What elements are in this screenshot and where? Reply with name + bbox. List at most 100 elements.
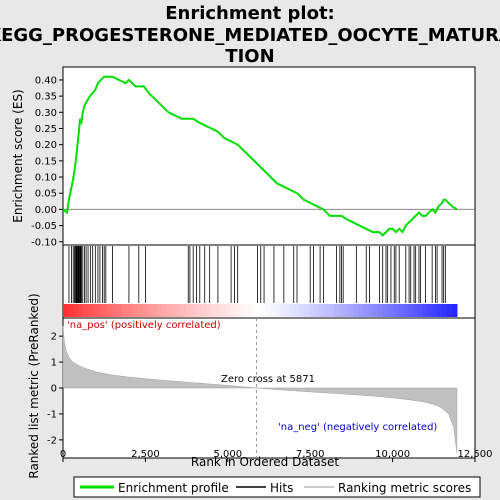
chart-title-line3: TION	[225, 46, 274, 67]
heat-bar-segment	[102, 304, 108, 317]
heat-bar-segment	[323, 304, 330, 317]
es-y-tick-label: 0.35	[35, 92, 57, 103]
heat-bar-segment	[368, 304, 374, 317]
heat-bar-segment	[427, 304, 433, 317]
heat-bar-segment	[205, 304, 212, 317]
ranking-panel: -2 -1 0 1 2 'na_pos' (positively correlated)…	[27, 293, 493, 478]
heat-bar-segment	[363, 304, 369, 317]
heat-bar-segment	[107, 304, 113, 317]
heat-bar-segment	[259, 304, 266, 317]
heat-bar-segment	[191, 304, 197, 317]
heat-bar-segment	[451, 304, 458, 317]
heat-bar-segment	[195, 304, 202, 317]
es-y-tick-label: 0.00	[35, 205, 57, 216]
heat-bar-segment	[328, 304, 335, 317]
legend-enrichment-label: Enrichment profile	[118, 481, 229, 495]
x-tick-label: 7,500	[296, 449, 325, 460]
heat-bar-segment	[387, 304, 394, 317]
hits-panel	[62, 244, 476, 319]
heat-bar-segment	[77, 304, 84, 317]
heat-bar-segment	[146, 304, 153, 317]
heat-bar-segment	[210, 304, 217, 317]
legend-hits-label: Hits	[270, 481, 293, 495]
es-y-axis-label: Enrichment score (ES)	[11, 89, 25, 222]
es-y-tick-label: 0.40	[35, 75, 57, 86]
heat-bar-segment	[437, 304, 443, 317]
chart-title-line1: Enrichment plot:	[165, 3, 335, 24]
heat-bar-segment	[392, 304, 399, 317]
heat-bar-segment	[264, 304, 271, 317]
heat-bar-segment	[240, 304, 246, 317]
heat-bar-segment	[373, 304, 379, 317]
es-panel: -0.10 -0.05 0.00 0.05 0.10 0.15 0.20 0.25 0.30 0.…	[11, 66, 476, 248]
heat-bar-segment	[402, 304, 409, 317]
ranking-y-ticks: -2 -1 0 1 2	[47, 332, 63, 446]
heat-bar-segment	[200, 304, 207, 317]
heat-bar-segment	[319, 304, 325, 317]
ranking-y-tick-label: 0	[51, 384, 57, 395]
heat-bar-segment	[432, 304, 438, 317]
es-y-ticks: -0.10 -0.05 0.00 0.05 0.10 0.15 0.20 0.25 0.30 0.…	[31, 75, 63, 248]
heat-bar-segment	[161, 304, 167, 317]
legend-ranking-label: Ranking metric scores	[338, 481, 471, 495]
es-y-tick-label: 0.05	[35, 189, 57, 200]
heat-bar-segment	[250, 304, 256, 317]
es-y-tick-label: 0.15	[35, 156, 57, 167]
heat-bar-segment	[82, 304, 89, 317]
heat-bar-segment	[122, 304, 128, 317]
heat-bar-segment	[171, 304, 177, 317]
ranking-y-axis-label: Ranked list metric (PreRanked)	[27, 293, 41, 478]
es-y-tick-label: -0.10	[31, 237, 57, 248]
es-y-tick-label: -0.05	[31, 221, 57, 232]
x-tick-label: 2,500	[131, 449, 160, 460]
chart-title-line2: KEGG_PROGESTERONE_MEDIATED_OOCYTE_MATURA	[0, 25, 500, 46]
heat-bar-segment	[112, 304, 118, 317]
legend-frame	[73, 476, 481, 498]
heat-bar-segment	[151, 304, 158, 317]
rank-heat-bar	[63, 304, 458, 317]
x-tick-label: 5,000	[213, 449, 242, 460]
heat-bar-segment	[353, 304, 360, 317]
heat-bar-segment	[343, 304, 350, 317]
heat-bar-segment	[447, 304, 453, 317]
heat-bar-segment	[422, 304, 428, 317]
heat-bar-segment	[274, 304, 281, 317]
heat-bar-segment	[269, 304, 276, 317]
heat-bar-segment	[348, 304, 355, 317]
heat-bar-segment	[67, 304, 74, 317]
heat-bar-segment	[117, 304, 123, 317]
x-tick-label: 0	[60, 449, 66, 460]
heat-bar-segment	[338, 304, 345, 317]
heat-bar-segment	[279, 304, 286, 317]
heat-bar-segment	[294, 304, 300, 317]
heat-bar-segment	[87, 304, 94, 317]
heat-bar-segment	[309, 304, 315, 317]
ranking-y-tick-label: 2	[51, 332, 57, 343]
heat-bar-segment	[442, 304, 448, 317]
ranking-y-tick-label: -1	[47, 409, 57, 420]
heat-bar-segment	[225, 304, 231, 317]
es-y-tick-label: 0.25	[35, 124, 57, 135]
heat-bar-segment	[156, 304, 163, 317]
heat-bar-segment	[131, 304, 138, 317]
heat-bar-segment	[166, 304, 172, 317]
heat-bar-segment	[215, 304, 222, 317]
heat-bar-segment	[289, 304, 295, 317]
heat-bar-segment	[97, 304, 103, 317]
ranking-y-tick-label: 1	[51, 358, 57, 369]
heat-bar-segment	[230, 304, 236, 317]
enrichment-profile-line	[62, 75, 458, 237]
heat-bar-segment	[181, 304, 187, 317]
negative-label: 'na_neg' (negatively correlated)	[278, 422, 437, 433]
heat-bar-segment	[136, 304, 143, 317]
heat-bar-segment	[127, 304, 133, 317]
x-axis-ticks: 0 2,500 5,000 7,500 10,000 12,500	[60, 449, 493, 462]
heat-bar-segment	[141, 304, 148, 317]
es-y-tick-label: 0.20	[35, 140, 57, 151]
heat-bar-segment	[245, 304, 251, 317]
positive-label: 'na_pos' (positively correlated)	[67, 320, 221, 331]
heat-bar-segment	[333, 304, 340, 317]
heat-bar-segment	[220, 304, 227, 317]
legend: Enrichment profile Hits Ranking metric s…	[73, 476, 481, 498]
